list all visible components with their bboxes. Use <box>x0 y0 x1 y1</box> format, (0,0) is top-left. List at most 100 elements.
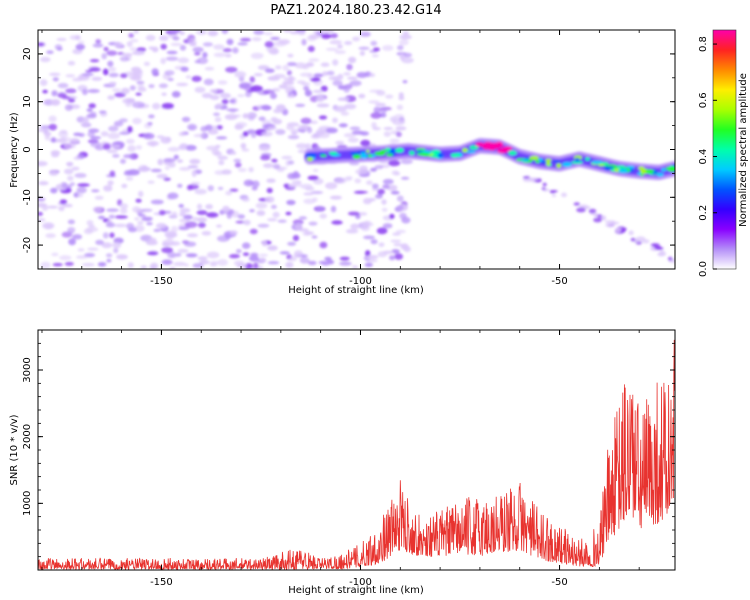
heatmap-noise-cell <box>371 122 377 129</box>
heatmap-noise-cell <box>63 142 76 149</box>
heatmap-noise-cell <box>68 227 76 231</box>
heatmap-noise-cell <box>109 170 116 177</box>
heatmap-noise-cell <box>374 164 384 170</box>
heatmap-noise-cell <box>295 103 306 107</box>
colorbar: 0.0 0.2 0.4 0.6 0.8 Normalized spectral ampl… <box>698 29 749 277</box>
heatmap-noise-cell <box>108 81 117 86</box>
colorbar-tick-label: 0.6 <box>698 92 709 108</box>
ridge-hotspot <box>360 153 368 159</box>
ridge-hotspot <box>415 148 426 152</box>
heatmap-noise-cell <box>191 170 197 177</box>
heatmap-noise-cell <box>381 199 387 205</box>
heatmap-noise-cell <box>375 194 383 199</box>
heatmap-noise-cell <box>331 220 343 225</box>
heatmap-noise-cell <box>207 185 214 192</box>
heatmap-noise-cell <box>181 116 191 123</box>
heatmap-noise-cell <box>52 263 63 267</box>
ridge-hotspot <box>609 166 614 169</box>
heatmap-noise-cell <box>282 80 295 86</box>
heatmap-noise-cell <box>179 212 186 217</box>
heatmap-noise-cell <box>229 254 240 259</box>
heatmap-branch-cell <box>561 192 567 198</box>
heatmap-noise-cell <box>90 136 102 140</box>
heatmap-noise-cell <box>119 56 129 62</box>
heatmap-noise-cell <box>276 168 285 173</box>
heatmap-noise-cell <box>347 76 358 80</box>
heatmap-noise-cell <box>364 262 373 268</box>
ridge-hotspot <box>529 155 539 160</box>
ridge-hotspot <box>367 154 373 158</box>
snr-x-ticks: -150 -100 -50 <box>41 330 640 588</box>
heatmap-noise-cell <box>225 234 232 240</box>
heatmap-noise-cell <box>290 93 296 98</box>
heatmap-branch-cell <box>657 252 665 257</box>
heatmap-noise-cell <box>307 260 317 266</box>
heatmap-noise-cell <box>193 133 207 138</box>
heatmap-noise-cell <box>225 53 232 58</box>
heatmap-noise-cell <box>316 95 325 102</box>
heatmap-noise-cell <box>298 31 306 36</box>
heatmap-noise-cell <box>256 210 266 216</box>
heatmap-noise-cell <box>337 44 343 49</box>
heatmap-noise-cell <box>382 184 390 190</box>
heatmap-noise-cell <box>137 221 144 225</box>
heatmap-noise-cell <box>59 255 72 261</box>
heatmap-noise-cell <box>249 228 258 235</box>
ridge-hotspot <box>386 153 394 157</box>
heatmap-noise-cell <box>264 196 275 203</box>
ridge-hotspot <box>546 161 551 166</box>
heatmap-noise-cell <box>64 261 74 266</box>
heatmap-noise-cell <box>196 217 208 223</box>
heatmap-noise-cell <box>339 261 352 266</box>
x-tick-label: -50 <box>551 577 567 588</box>
heatmap-noise-cell <box>288 160 295 165</box>
heatmap-noise-cell <box>389 213 395 219</box>
heatmap-noise-cell <box>240 142 247 149</box>
heatmap-noise-cell <box>237 214 245 220</box>
heatmap-noise-cell <box>82 88 88 96</box>
heatmap-noise-cell <box>275 65 282 70</box>
heatmap-noise-cell <box>135 198 142 203</box>
heatmap-noise-cell <box>122 98 135 104</box>
heatmap-branch-cell <box>596 214 603 218</box>
heatmap-noise-cell <box>395 131 402 138</box>
heatmap-noise-cell <box>114 92 126 98</box>
x-tick-label: -100 <box>349 276 372 287</box>
heatmap-noise-cell <box>329 33 338 39</box>
colorbar-label: Normalized spectral amplitude <box>738 73 749 227</box>
heatmap-noise-cell <box>202 52 208 58</box>
heatmap-branch-cell <box>529 177 539 181</box>
heatmap-noise-cell <box>38 161 48 167</box>
ridge-hotspot <box>508 150 517 156</box>
heatmap-noise-cell <box>349 126 361 131</box>
heatmap-noise-cell <box>270 204 277 209</box>
heatmap-noise-cell <box>287 241 297 246</box>
heatmap-noise-cell <box>355 168 368 175</box>
heatmap-noise-cell <box>216 125 223 130</box>
heatmap-noise-cell <box>310 190 324 195</box>
heatmap-noise-cell <box>305 143 311 151</box>
ridge-hotspot <box>520 159 529 162</box>
heatmap-noise-cell <box>135 92 142 96</box>
heatmap-noise-cell <box>255 202 268 209</box>
heatmap-noise-cell <box>91 76 103 81</box>
heatmap-noise-cell <box>57 82 69 89</box>
heatmap-noise-cell <box>120 158 126 164</box>
heatmap-noise-cell <box>173 261 186 267</box>
heatmap-noise-cell <box>278 39 291 45</box>
heatmap-noise-cell <box>156 173 168 179</box>
heatmap-noise-cell <box>89 59 100 63</box>
heatmap-noise-cell <box>260 104 271 111</box>
colorbar-fill <box>713 30 736 269</box>
heatmap-noise-cell <box>262 240 268 247</box>
heatmap-noise-cell <box>335 140 345 145</box>
heatmap-noise-cell <box>308 221 318 226</box>
ridge-hotspot <box>352 154 361 159</box>
heatmap-noise-cell <box>249 209 255 213</box>
heatmap-noise-cell <box>63 168 74 175</box>
heatmap-noise-cell <box>168 30 182 34</box>
heatmap-noise-cell <box>179 208 191 213</box>
heatmap-noise-cell <box>304 231 315 235</box>
heatmap-noise-cell <box>354 178 362 184</box>
heatmap-noise-cell <box>363 197 372 205</box>
